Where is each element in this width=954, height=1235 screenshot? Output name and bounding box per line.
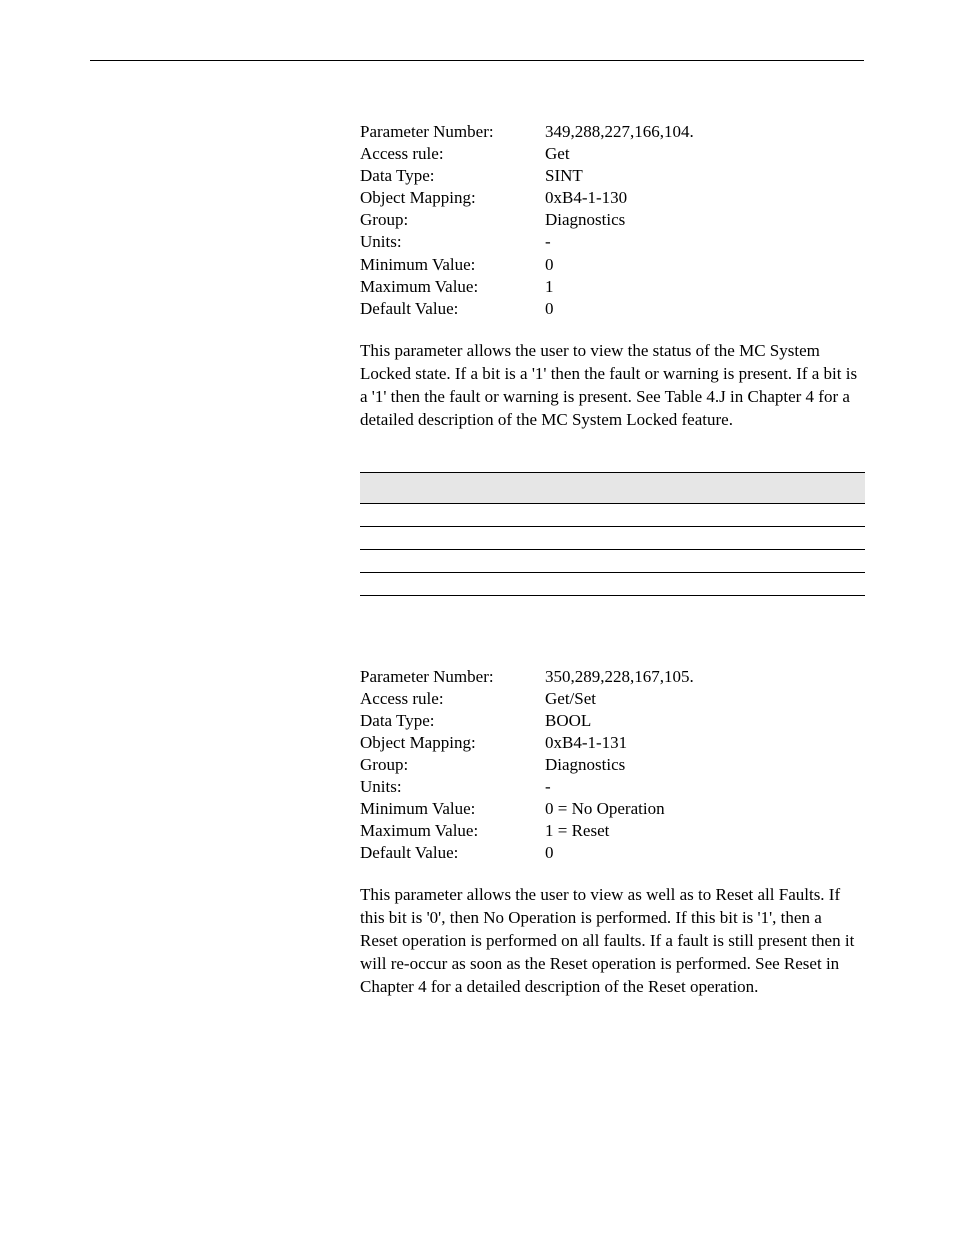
param-row: Group: Diagnostics xyxy=(360,754,860,776)
param-label: Units: xyxy=(360,231,545,253)
table-cell xyxy=(360,503,410,526)
param-value: - xyxy=(545,776,551,798)
param-label: Group: xyxy=(360,754,545,776)
param-row: Parameter Number: 349,288,227,166,104. xyxy=(360,121,860,143)
page: Parameter Number: 349,288,227,166,104. A… xyxy=(0,0,954,1059)
table-row xyxy=(360,572,865,595)
table-cell xyxy=(360,572,410,595)
table-cell xyxy=(560,549,865,572)
param-label: Data Type: xyxy=(360,710,545,732)
param-label: Group: xyxy=(360,209,545,231)
param-row: Default Value: 0 xyxy=(360,298,860,320)
table-cell xyxy=(560,572,865,595)
table-cell xyxy=(360,526,410,549)
param-label: Parameter Number: xyxy=(360,121,545,143)
param-value: SINT xyxy=(545,165,583,187)
param-value: 0 xyxy=(545,254,554,276)
table-cell xyxy=(560,503,865,526)
param-label: Access rule: xyxy=(360,688,545,710)
param-row: Access rule: Get/Set xyxy=(360,688,860,710)
parameter-block-2: Parameter Number: 350,289,228,167,105. A… xyxy=(360,666,860,1000)
param-row: Maximum Value: 1 = Reset xyxy=(360,820,860,842)
param-row: Object Mapping: 0xB4-1-131 xyxy=(360,732,860,754)
table-row xyxy=(360,526,865,549)
param-row: Units: - xyxy=(360,776,860,798)
param-row: Maximum Value: 1 xyxy=(360,276,860,298)
table-header-cell xyxy=(410,472,560,503)
table-header-cell xyxy=(360,472,410,503)
section-spacer xyxy=(90,596,864,666)
param-value: BOOL xyxy=(545,710,591,732)
table-cell xyxy=(410,526,560,549)
bit-table xyxy=(360,472,865,596)
param-row: Minimum Value: 0 = No Operation xyxy=(360,798,860,820)
param-label: Default Value: xyxy=(360,842,545,864)
param-row: Group: Diagnostics xyxy=(360,209,860,231)
param-value: Diagnostics xyxy=(545,754,625,776)
param-label: Minimum Value: xyxy=(360,798,545,820)
param-row: Minimum Value: 0 xyxy=(360,254,860,276)
param-row: Units: - xyxy=(360,231,860,253)
param-row: Default Value: 0 xyxy=(360,842,860,864)
param-label: Maximum Value: xyxy=(360,820,545,842)
table-cell xyxy=(410,572,560,595)
param-label: Data Type: xyxy=(360,165,545,187)
param-value: 0xB4-1-130 xyxy=(545,187,627,209)
param-row: Data Type: SINT xyxy=(360,165,860,187)
param-label: Parameter Number: xyxy=(360,666,545,688)
table-cell xyxy=(410,503,560,526)
param-value: Get/Set xyxy=(545,688,596,710)
param-value: Get xyxy=(545,143,570,165)
param-row: Object Mapping: 0xB4-1-130 xyxy=(360,187,860,209)
param-row: Data Type: BOOL xyxy=(360,710,860,732)
param-value: 1 xyxy=(545,276,554,298)
param-value: 349,288,227,166,104. xyxy=(545,121,694,143)
param-row: Parameter Number: 350,289,228,167,105. xyxy=(360,666,860,688)
parameter-description: This parameter allows the user to view t… xyxy=(360,340,860,432)
param-value: 0 xyxy=(545,842,554,864)
table-cell xyxy=(360,549,410,572)
param-row: Access rule: Get xyxy=(360,143,860,165)
parameter-block-1: Parameter Number: 349,288,227,166,104. A… xyxy=(360,121,860,596)
param-value: Diagnostics xyxy=(545,209,625,231)
table-cell xyxy=(410,549,560,572)
param-value: - xyxy=(545,231,551,253)
param-label: Maximum Value: xyxy=(360,276,545,298)
table-header-cell xyxy=(560,472,865,503)
param-label: Object Mapping: xyxy=(360,187,545,209)
param-value: 0 xyxy=(545,298,554,320)
table-row xyxy=(360,503,865,526)
table-row xyxy=(360,549,865,572)
table-cell xyxy=(560,526,865,549)
parameter-description: This parameter allows the user to view a… xyxy=(360,884,860,999)
param-label: Default Value: xyxy=(360,298,545,320)
header-rule xyxy=(90,60,864,61)
param-value: 1 = Reset xyxy=(545,820,609,842)
param-label: Units: xyxy=(360,776,545,798)
param-label: Object Mapping: xyxy=(360,732,545,754)
param-value: 0xB4-1-131 xyxy=(545,732,627,754)
param-value: 350,289,228,167,105. xyxy=(545,666,694,688)
param-label: Access rule: xyxy=(360,143,545,165)
param-label: Minimum Value: xyxy=(360,254,545,276)
param-value: 0 = No Operation xyxy=(545,798,665,820)
